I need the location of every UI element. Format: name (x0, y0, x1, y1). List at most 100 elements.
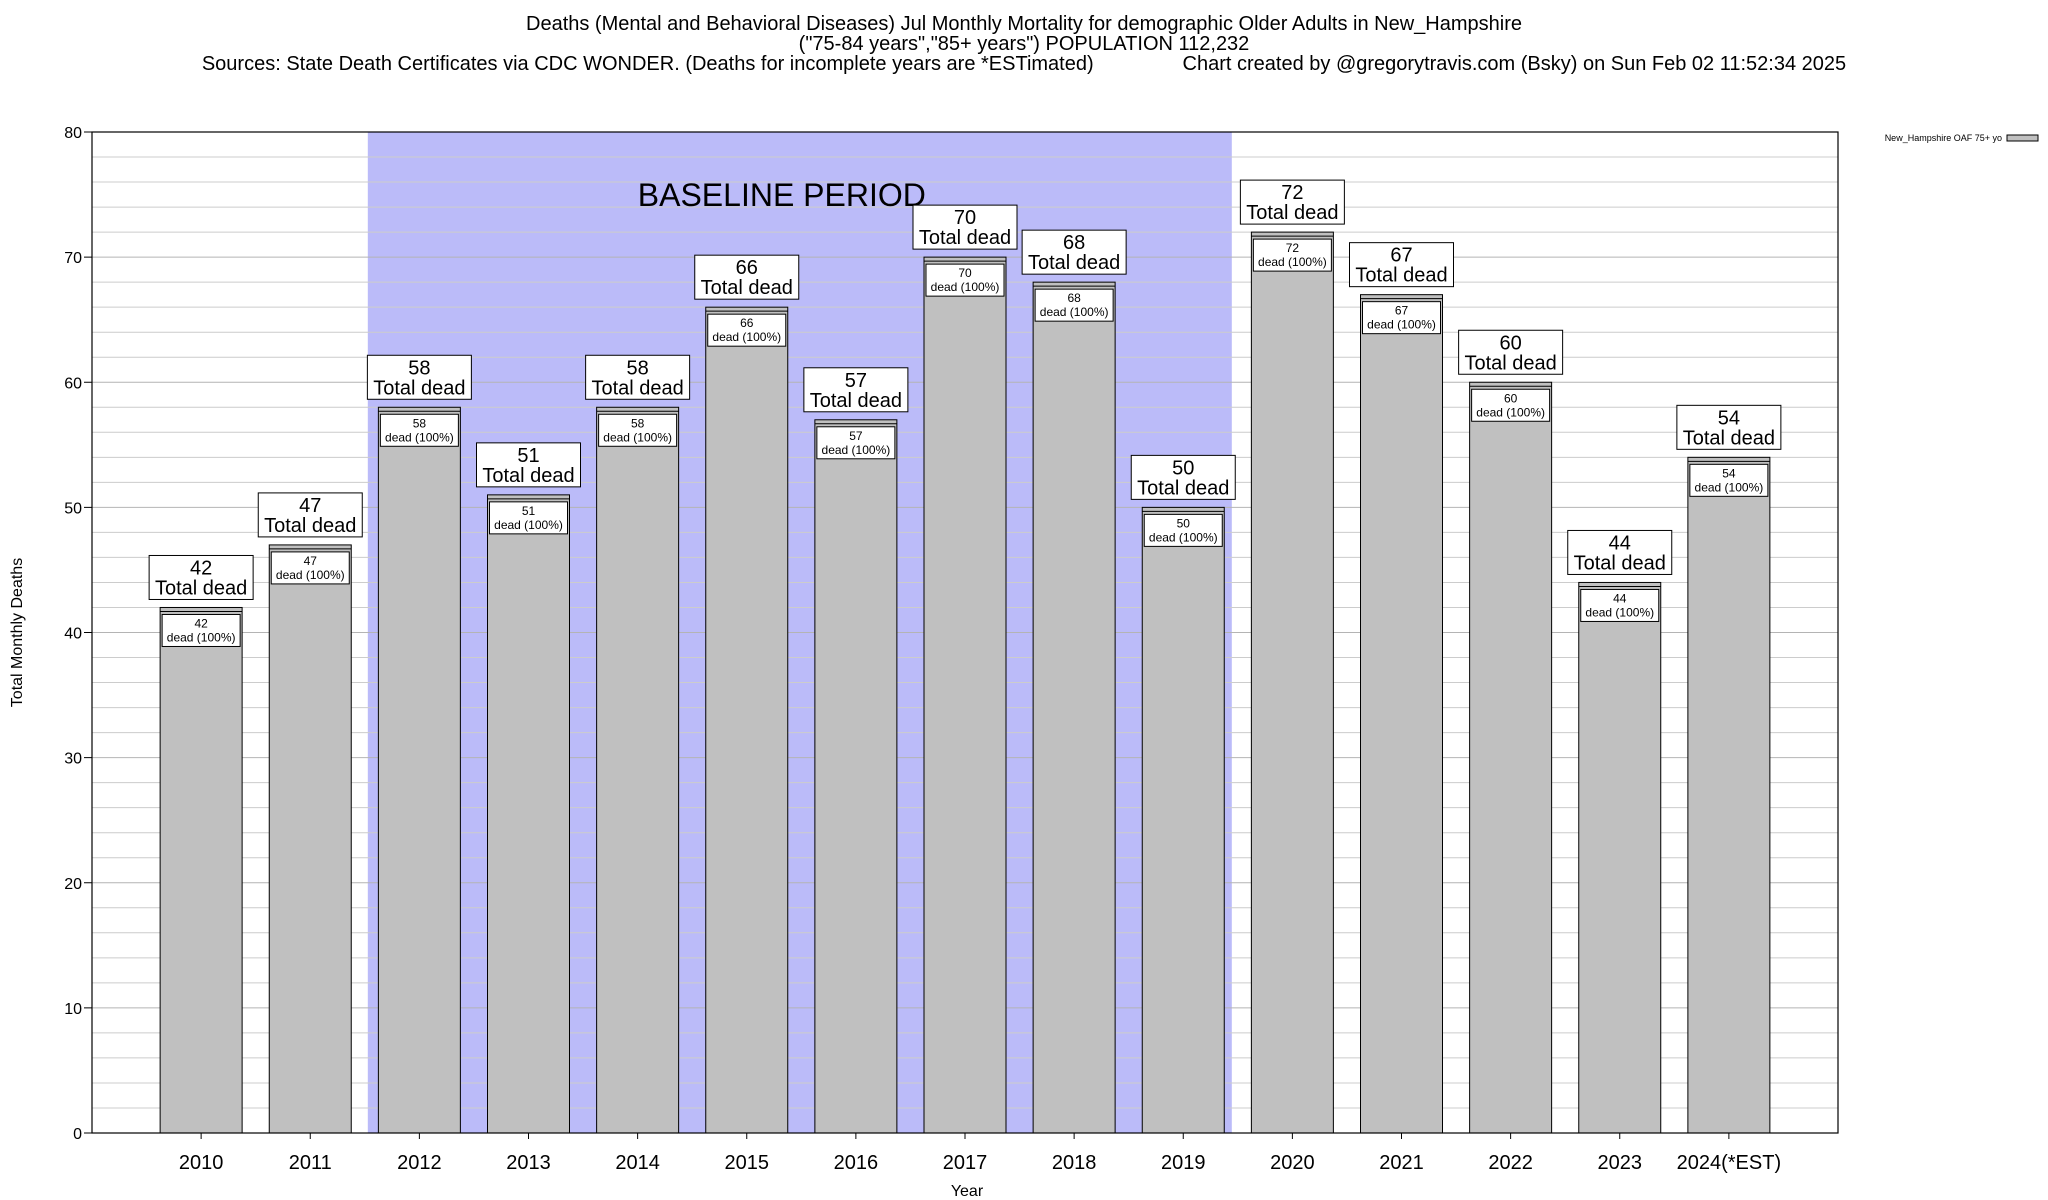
inner-label-value: 68 (1067, 291, 1081, 305)
outer-label-text: Total dead (1574, 552, 1666, 574)
inner-label-value: 50 (1177, 516, 1191, 530)
outer-label-box (694, 254, 800, 300)
chart-header: Deaths (Mental and Behavioral Diseases) … (0, 14, 2048, 74)
chart-sources: Sources: State Death Certificates via CD… (201, 53, 1094, 75)
x-tick-label: 2020 (1270, 1152, 1315, 1174)
x-tick-label: 2017 (943, 1152, 988, 1174)
outer-label-value: 70 (954, 207, 976, 229)
bar (1469, 381, 1553, 1134)
outer-label-box (803, 367, 909, 413)
legend-swatch (2006, 134, 2039, 142)
bar (159, 606, 243, 1134)
outer-label-text: Total dead (482, 465, 574, 487)
y-tick-label: 40 (64, 626, 82, 643)
outer-label-text: Total dead (373, 377, 465, 399)
inner-label-value: 42 (194, 616, 208, 630)
inner-label-box (1580, 588, 1660, 622)
outer-label-text: Total dead (1028, 252, 1120, 274)
x-tick-label: 2014 (615, 1152, 660, 1174)
inner-label-box (270, 551, 350, 585)
bar (1578, 581, 1662, 1134)
inner-label-box (1689, 463, 1769, 497)
outer-label-box (1567, 529, 1673, 575)
bar (377, 406, 461, 1134)
outer-label-text: Total dead (1464, 352, 1556, 374)
outer-label-value: 58 (627, 357, 649, 379)
inner-label-value: 60 (1504, 391, 1518, 405)
inner-label-text: dead (100%) (1258, 255, 1327, 269)
outer-label-text: Total dead (155, 577, 247, 599)
outer-label-value: 47 (299, 495, 321, 517)
bar (1687, 456, 1771, 1134)
outer-label-box (1239, 179, 1345, 225)
x-tick-label: 2023 (1598, 1152, 1643, 1174)
outer-label-text: Total dead (701, 277, 793, 299)
outer-label-box (1676, 404, 1782, 450)
outer-label-text: Total dead (1355, 265, 1447, 287)
baseline-period-label: BASELINE PERIOD (638, 177, 926, 213)
outer-label-value: 68 (1063, 232, 1085, 254)
inner-label-box (707, 313, 787, 347)
chart-credit: Chart created by @gregorytravis.com (Bsk… (1182, 53, 1847, 75)
inner-label-value: 58 (413, 416, 427, 430)
x-tick-label: 2015 (725, 1152, 770, 1174)
x-tick-label: 2013 (506, 1152, 551, 1174)
outer-label-text: Total dead (1137, 477, 1229, 499)
inner-label-text: dead (100%) (1476, 405, 1545, 419)
x-tick-label: 2024(*EST) (1677, 1152, 1782, 1174)
outer-label-text: Total dead (810, 390, 902, 412)
outer-label-text: Total dead (919, 227, 1011, 249)
inner-label-text: dead (100%) (1695, 480, 1764, 494)
outer-label-value: 67 (1390, 245, 1412, 267)
plot-frame (91, 131, 1839, 1134)
inner-label-box (1252, 238, 1332, 272)
inner-label-box (598, 413, 678, 447)
outer-label-value: 60 (1500, 332, 1522, 354)
y-tick-label: 60 (64, 375, 82, 392)
inner-label-text: dead (100%) (1040, 305, 1109, 319)
inner-label-box (1034, 288, 1114, 322)
inner-label-box (925, 263, 1005, 297)
chart-subtitle: ("75-84 years","85+ years") POPULATION 1… (798, 33, 1250, 55)
outer-label-box (257, 492, 363, 538)
inner-label-value: 51 (522, 504, 536, 518)
outer-label-box (148, 554, 254, 600)
bar (1360, 294, 1443, 1134)
chart-title: Deaths (Mental and Behavioral Diseases) … (526, 13, 1522, 35)
outer-label-text: Total dead (264, 515, 356, 537)
outer-label-text: Total dead (1683, 427, 1775, 449)
bar (1141, 506, 1225, 1134)
x-tick-label: 2019 (1161, 1152, 1206, 1174)
inner-label-text: dead (100%) (494, 518, 563, 532)
x-tick-label: 2012 (397, 1152, 442, 1174)
y-axis-label: Total Monthly Deaths (9, 558, 26, 707)
inner-label-value: 70 (958, 266, 972, 280)
outer-label-box (1458, 329, 1564, 375)
outer-label-value: 57 (845, 370, 867, 392)
inner-label-text: dead (100%) (603, 430, 672, 444)
outer-label-box (912, 204, 1018, 250)
x-tick-label: 2016 (834, 1152, 879, 1174)
bar (268, 544, 352, 1134)
outer-label-box (585, 354, 691, 400)
outer-label-box (1021, 229, 1127, 275)
bar (814, 419, 898, 1134)
legend-label: New_Hampshire OAF 75+ yo (1885, 133, 2002, 143)
outer-label-box (1130, 454, 1236, 500)
bar (1250, 231, 1334, 1134)
bar (1032, 281, 1116, 1134)
outer-label-text: Total dead (1246, 202, 1338, 224)
y-tick-label: 30 (64, 751, 82, 768)
outer-label-value: 44 (1609, 532, 1631, 554)
inner-label-value: 57 (849, 429, 863, 443)
x-tick-label: 2011 (289, 1152, 332, 1174)
inner-label-text: dead (100%) (712, 330, 781, 344)
outer-label-text: Total dead (591, 377, 683, 399)
inner-label-box (161, 613, 241, 647)
inner-label-value: 66 (740, 316, 754, 330)
y-tick-label: 10 (64, 1001, 82, 1018)
y-tick-label: 80 (64, 125, 82, 142)
y-tick-label: 50 (64, 500, 82, 517)
y-tick-label: 0 (73, 1126, 82, 1143)
inner-label-box (489, 501, 568, 535)
